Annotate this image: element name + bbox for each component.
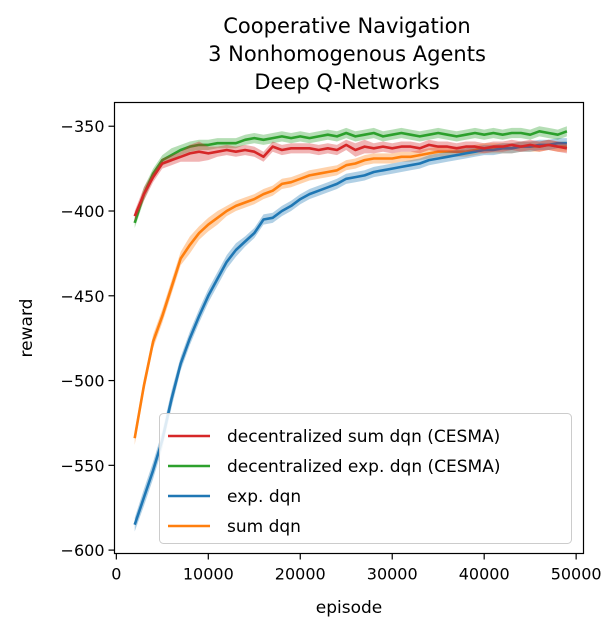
legend-label-exp-dqn: exp. dqn — [227, 487, 301, 507]
legend-label-decentralized-sum-dqn-cesma: decentralized sum dqn (CESMA) — [227, 427, 500, 447]
y-tick-label: −400 — [61, 202, 105, 221]
y-axis-label: reward — [17, 299, 37, 358]
series-line-decentralized-exp-dqn-cesma — [133, 130, 568, 224]
legend-box — [159, 413, 572, 544]
x-axis: 0 10000 20000 30000 40000 50000 — [111, 553, 602, 584]
x-tick-label: 40000 — [459, 565, 510, 584]
x-axis-label: episode — [316, 598, 382, 618]
y-tick-label: −350 — [61, 117, 105, 136]
x-tick-label: 30000 — [367, 565, 418, 584]
plot-frame — [113, 101, 585, 555]
legend-label-decentralized-exp-dqn-cesma: decentralized exp. dqn (CESMA) — [227, 457, 500, 477]
legend-label-sum-dqn: sum dqn — [227, 517, 301, 537]
chart-title-line-3: Deep Q-Networks — [254, 70, 439, 94]
chart-title-line-2: 3 Nonhomogenous Agents — [208, 42, 486, 66]
series-line-exp-dqn — [133, 141, 567, 526]
plot-area — [133, 126, 568, 532]
chart-title-line-1: Cooperative Navigation — [223, 14, 470, 38]
x-tick-label: 0 — [111, 565, 121, 584]
x-tick-label: 50000 — [551, 565, 602, 584]
series-band-decentralized-exp-dqn-cesma — [134, 126, 567, 228]
series-band-sum-dqn — [134, 139, 567, 446]
y-tick-label: −550 — [61, 456, 105, 475]
y-tick-label: −600 — [61, 541, 105, 560]
y-tick-label: −450 — [61, 287, 105, 306]
legend: decentralized sum dqn (CESMA) decentraliz… — [159, 413, 572, 544]
series-band-decentralized-sum-dqn-cesma — [134, 139, 567, 222]
y-axis: −350 −400 −450 −500 −550 −600 — [61, 117, 115, 560]
series-line-decentralized-sum-dqn-cesma — [133, 143, 568, 217]
y-tick-label: −500 — [61, 372, 105, 391]
x-tick-label: 10000 — [183, 565, 234, 584]
series-line-sum-dqn — [133, 143, 567, 439]
x-tick-label: 20000 — [275, 565, 326, 584]
